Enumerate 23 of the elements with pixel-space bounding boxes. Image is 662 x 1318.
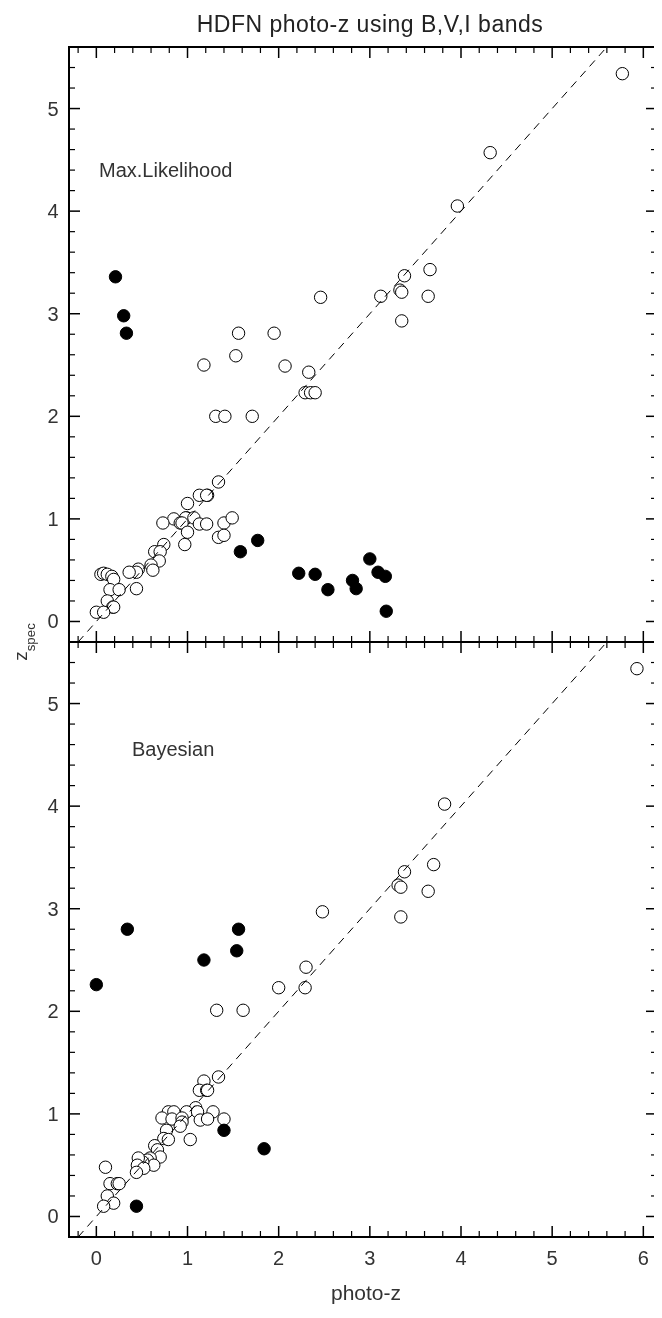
x-tick-label: 0	[90, 1247, 102, 1269]
y-tick-label: 2	[47, 1000, 59, 1023]
y-tick-label: 0	[47, 1205, 59, 1228]
y-tick-label: 1	[47, 1102, 59, 1125]
x-tick-label: 3	[364, 1247, 376, 1269]
x-tick-label: 6	[637, 1247, 649, 1269]
chart-title: HDFN photo-z using B,V,I bands	[196, 11, 544, 37]
annotation: Max.Likelihood	[99, 159, 233, 181]
annotation: Bayesian	[132, 738, 215, 760]
x-axis-title: photo-z	[330, 1281, 402, 1304]
y-tick-label: 4	[47, 795, 59, 818]
y-tick-label: 3	[47, 302, 59, 325]
y-tick-label: 0	[47, 610, 59, 633]
x-tick-label: 1	[181, 1247, 194, 1269]
y-tick-label: 1	[47, 507, 59, 530]
x-tick-label: 4	[455, 1247, 467, 1269]
y-tick-label: 3	[47, 897, 59, 920]
y-tick-label: 5	[47, 692, 59, 715]
x-tick-label: 2	[273, 1247, 285, 1269]
y-tick-label: 5	[47, 97, 59, 120]
y-tick-label: 4	[47, 200, 59, 223]
x-tick-label: 5	[546, 1247, 558, 1269]
y-tick-label: 2	[47, 405, 59, 428]
